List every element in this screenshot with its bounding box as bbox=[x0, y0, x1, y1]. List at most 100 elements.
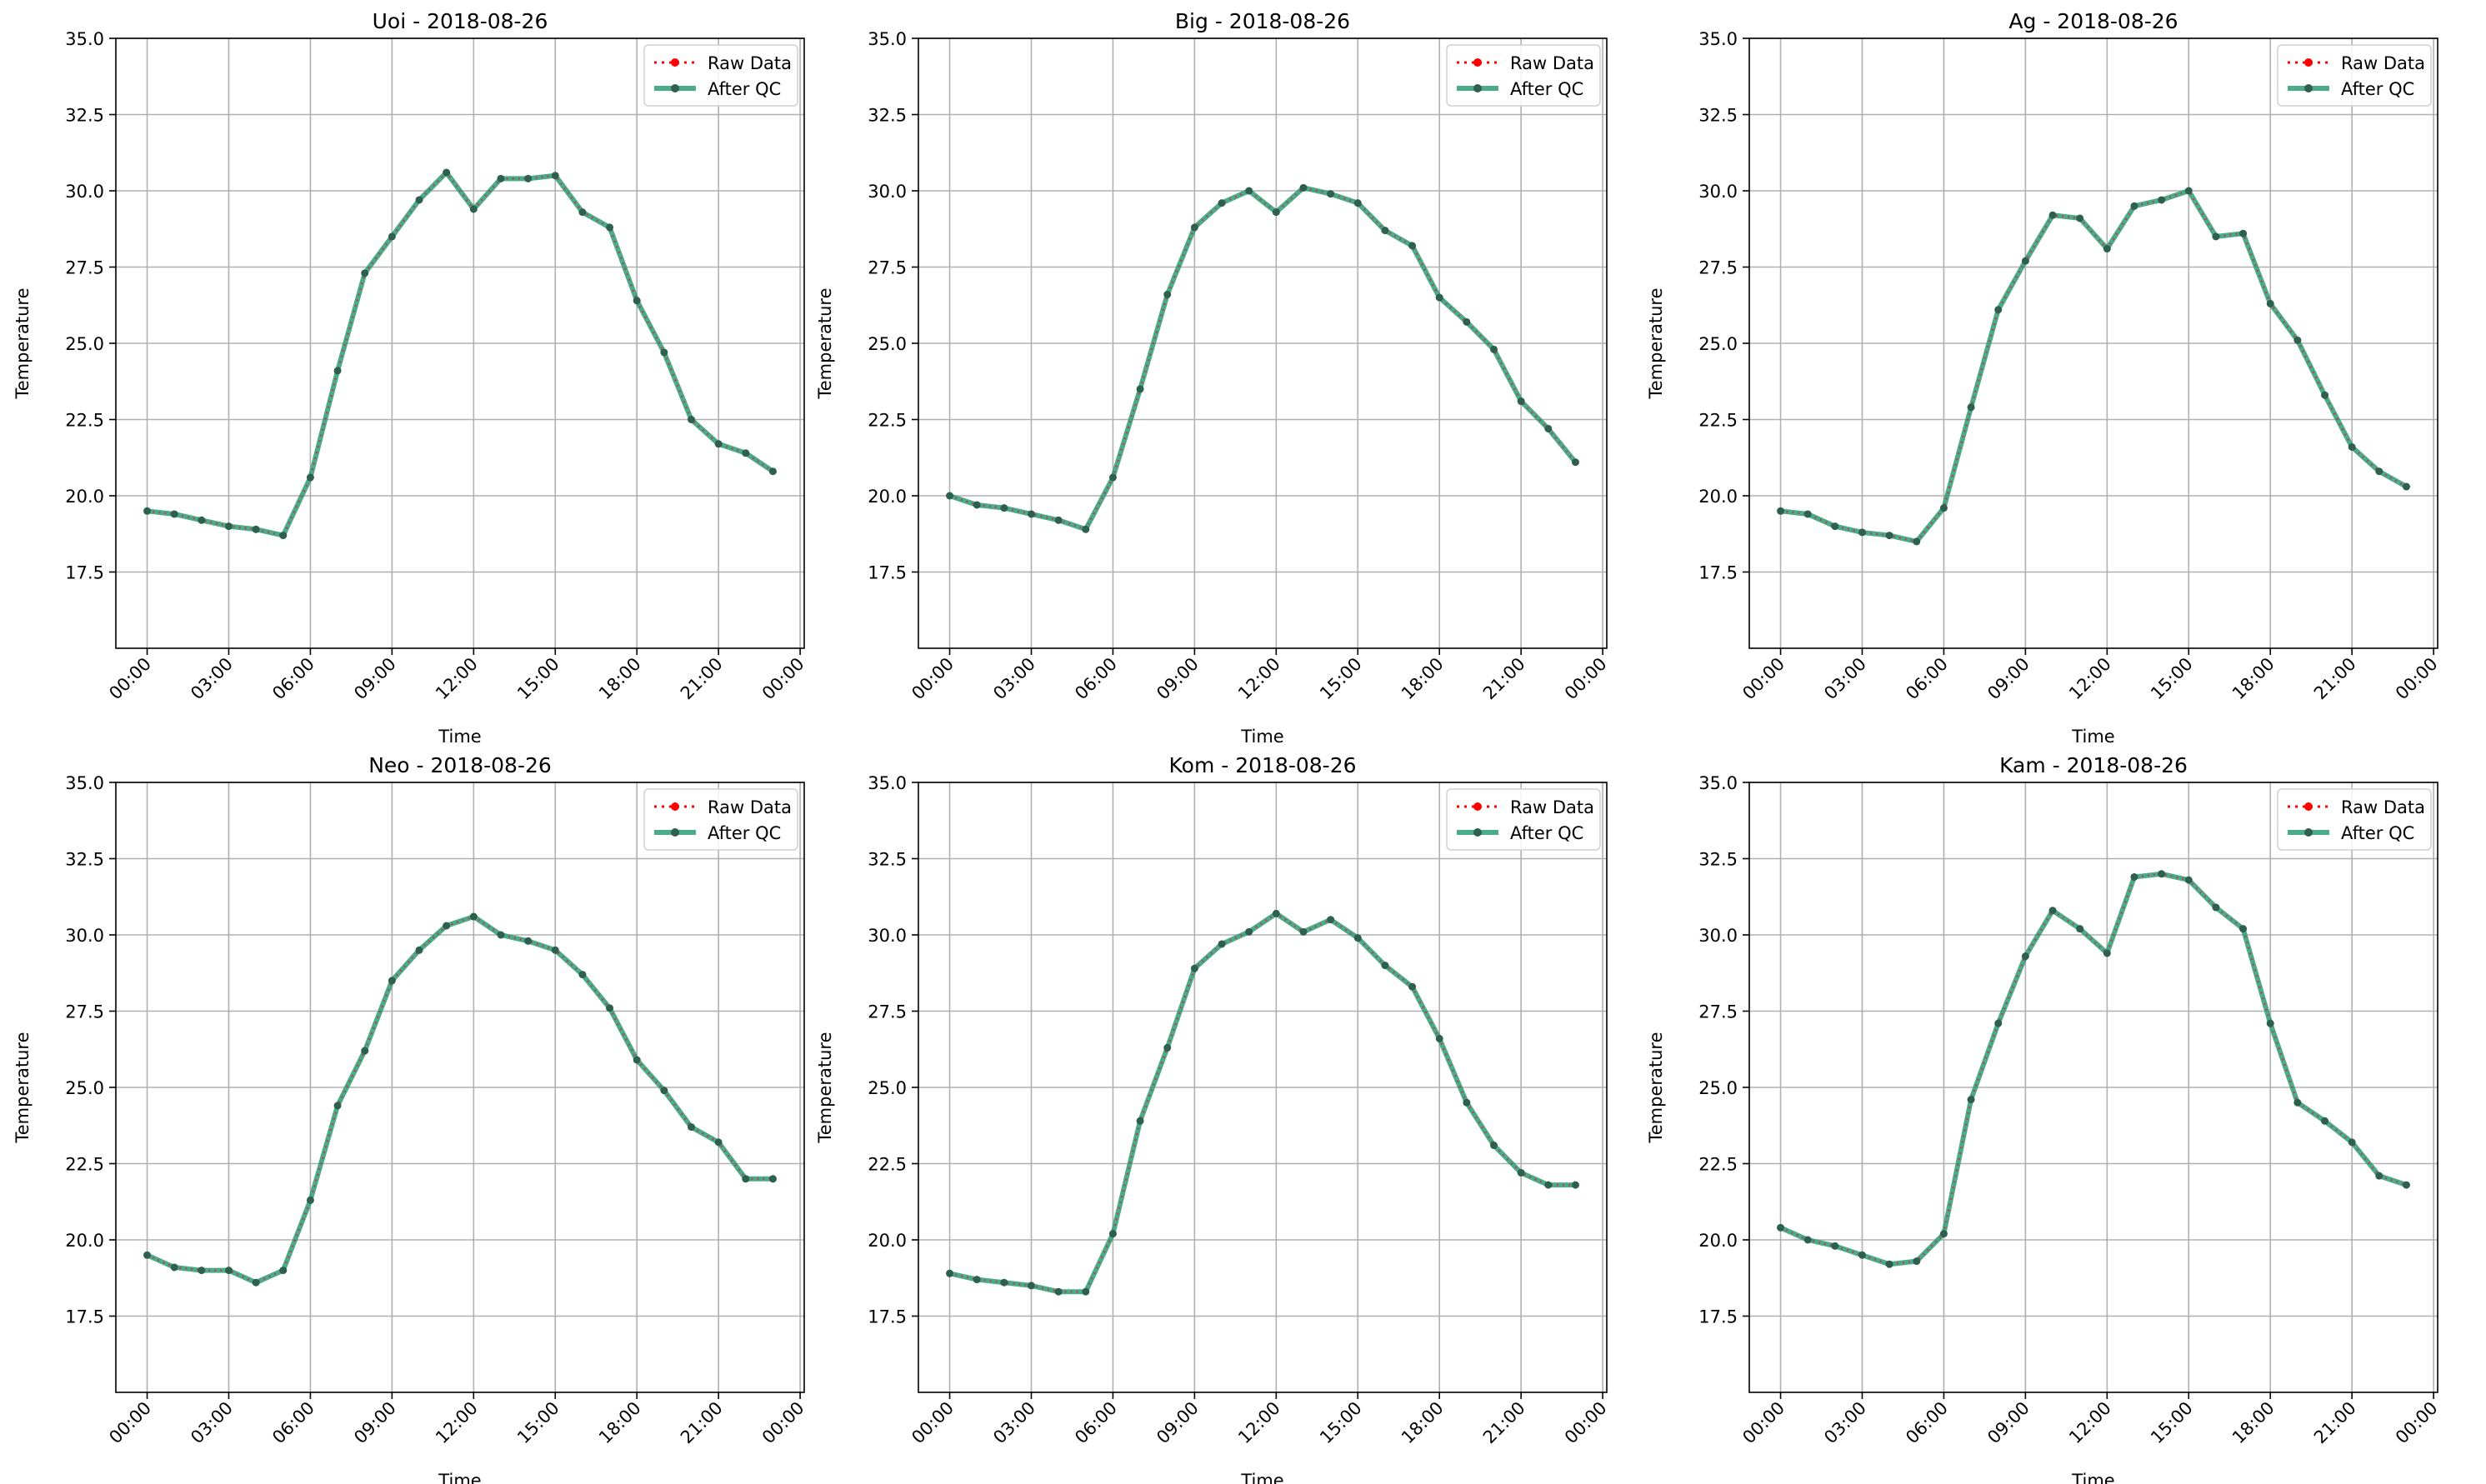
series-after-qc-line bbox=[144, 170, 776, 538]
y-tick-label: 27.5 bbox=[868, 258, 907, 278]
legend: Raw Data After QC bbox=[643, 44, 798, 107]
x-tick-label: 21:00 bbox=[677, 654, 727, 704]
x-tick-label: 09:00 bbox=[350, 1398, 400, 1448]
y-tick-label: 20.0 bbox=[1698, 1231, 1738, 1251]
x-tick-label: 03:00 bbox=[1820, 1398, 1870, 1448]
after-qc-point bbox=[946, 492, 954, 500]
x-tick-label: 18:00 bbox=[1398, 654, 1448, 704]
subplot: 17.5 20.0 22.5 25.0 27.5 30.0 32.5 35.0 00:00 03:… bbox=[13, 9, 808, 747]
after-qc-point bbox=[524, 174, 533, 182]
x-tick-label: 15:00 bbox=[513, 1398, 563, 1448]
after-qc-point bbox=[198, 1267, 206, 1275]
x-tick-label: 09:00 bbox=[1983, 654, 2033, 704]
after-qc-point bbox=[1082, 1287, 1090, 1296]
after-qc-point bbox=[1272, 909, 1280, 917]
after-qc-point bbox=[1490, 345, 1498, 353]
y-tick-label: 27.5 bbox=[1698, 1002, 1738, 1022]
x-tick-label: 18:00 bbox=[2228, 1398, 2278, 1448]
x-tick-label: 00:00 bbox=[1738, 654, 1788, 704]
after-qc-point bbox=[2158, 870, 2166, 878]
legend-raw-label: Raw Data bbox=[708, 53, 792, 73]
x-tick-label: 00:00 bbox=[758, 1398, 808, 1448]
after-qc-point bbox=[2184, 876, 2193, 884]
y-tick-label: 17.5 bbox=[1698, 1307, 1738, 1327]
after-qc-point bbox=[1571, 458, 1579, 467]
x-tick-label: 18:00 bbox=[2228, 654, 2278, 704]
after-qc-point bbox=[1218, 199, 1226, 207]
series-raw-data-line bbox=[1780, 872, 2407, 1266]
after-qc-point bbox=[1353, 934, 1362, 942]
legend-raw-label: Raw Data bbox=[2341, 797, 2425, 817]
x-tick-label: 12:00 bbox=[2065, 1398, 2115, 1448]
x-tick-label: 12:00 bbox=[1234, 654, 1284, 704]
after-qc-point bbox=[1054, 1287, 1063, 1296]
after-qc-point bbox=[551, 946, 559, 954]
after-qc-point bbox=[2375, 467, 2383, 476]
plot-frame bbox=[1748, 37, 2438, 649]
after-qc-point bbox=[1913, 1257, 1921, 1266]
x-tick-label: 15:00 bbox=[2147, 1398, 2197, 1448]
subplot: 17.5 20.0 22.5 25.0 27.5 30.0 32.5 35.0 00:00 03:… bbox=[1646, 753, 2442, 1484]
y-tick-label: 17.5 bbox=[65, 1307, 104, 1327]
after-qc-point bbox=[2048, 907, 2057, 915]
x-axis-label: Time bbox=[2071, 1471, 2114, 1484]
after-qc-point bbox=[1858, 528, 1866, 537]
y-tick-label: 22.5 bbox=[1698, 411, 1738, 431]
x-tick-label: 18:00 bbox=[595, 654, 645, 704]
after-qc-point bbox=[2103, 245, 2111, 253]
x-tick-label: 06:00 bbox=[268, 654, 318, 704]
after-qc-point bbox=[1913, 537, 1921, 546]
after-qc-point bbox=[1136, 1117, 1144, 1125]
chart-title: Neo - 2018-08-26 bbox=[368, 753, 552, 777]
y-tick-label: 22.5 bbox=[65, 1155, 104, 1175]
chart-title: Kom - 2018-08-26 bbox=[1169, 753, 1357, 777]
legend: Raw Data After QC bbox=[2277, 788, 2432, 851]
after-qc-point bbox=[2048, 211, 2057, 219]
x-axis-label: Time bbox=[1240, 727, 1283, 747]
after-qc-point bbox=[497, 931, 505, 939]
after-qc-point bbox=[306, 473, 314, 482]
after-qc-point bbox=[2212, 903, 2220, 912]
x-tick-label: 12:00 bbox=[2065, 654, 2115, 704]
after-qc-point bbox=[1490, 1142, 1498, 1150]
y-tick-label: 35.0 bbox=[65, 29, 104, 49]
after-qc-point bbox=[1777, 1223, 1785, 1232]
after-qc-point bbox=[2375, 1172, 2383, 1180]
y-axis-label: Temperature bbox=[13, 1032, 33, 1143]
y-tick-label: 32.5 bbox=[868, 850, 907, 870]
x-tick-label: 21:00 bbox=[677, 1398, 727, 1448]
after-qc-point bbox=[1803, 1236, 1812, 1244]
after-qc-point bbox=[1245, 187, 1253, 195]
after-qc-point bbox=[279, 532, 288, 540]
series-raw-data-line bbox=[949, 186, 1577, 531]
after-qc-point bbox=[660, 348, 668, 357]
y-tick-label: 22.5 bbox=[868, 411, 907, 431]
y-tick-label: 27.5 bbox=[868, 1002, 907, 1022]
y-tick-label: 25.0 bbox=[868, 1078, 907, 1098]
after-qc-point bbox=[224, 522, 233, 531]
x-tick-label: 03:00 bbox=[187, 1398, 237, 1448]
legend: Raw Data After QC bbox=[2277, 44, 2432, 107]
y-tick-label: 22.5 bbox=[868, 1155, 907, 1175]
subplot: 17.5 20.0 22.5 25.0 27.5 30.0 32.5 35.0 00:00 03:… bbox=[13, 753, 808, 1484]
after-qc-point bbox=[1885, 532, 1893, 540]
after-qc-point bbox=[2021, 257, 2029, 265]
after-qc-point bbox=[1327, 190, 1335, 198]
after-qc-point bbox=[1108, 1230, 1117, 1238]
after-qc-point bbox=[1327, 916, 1335, 924]
after-qc-point bbox=[1544, 424, 1553, 432]
y-tick-label: 35.0 bbox=[1698, 29, 1738, 49]
x-axis-label: Time bbox=[438, 727, 481, 747]
after-qc-point bbox=[1408, 242, 1417, 250]
legend-raw-marker bbox=[2304, 802, 2313, 811]
x-tick-label: 03:00 bbox=[1820, 654, 1870, 704]
legend-qc-marker bbox=[2304, 828, 2313, 837]
y-tick-label: 17.5 bbox=[868, 1307, 907, 1327]
y-axis-label: Temperature bbox=[815, 1032, 835, 1143]
after-qc-point bbox=[1027, 1282, 1035, 1290]
y-tick-label: 27.5 bbox=[1698, 258, 1738, 278]
series-after-qc-line bbox=[947, 911, 1578, 1295]
after-qc-point bbox=[1408, 982, 1417, 991]
after-qc-point bbox=[2321, 391, 2329, 399]
